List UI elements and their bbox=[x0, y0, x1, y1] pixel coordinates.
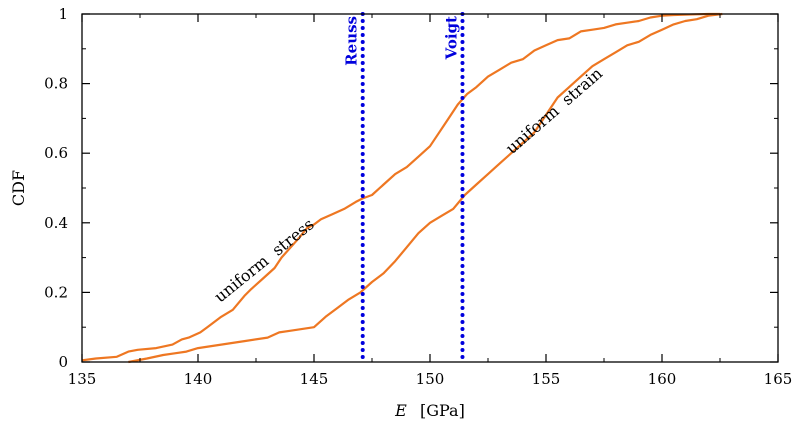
series-layer bbox=[81, 12, 723, 364]
x-tick-label: 165 bbox=[764, 370, 793, 388]
y-tick-label: 0.4 bbox=[44, 214, 68, 232]
x-axis-label: E [GPa] bbox=[394, 401, 465, 420]
plot-frame bbox=[81, 13, 779, 363]
y-tick-label: 0.2 bbox=[44, 283, 68, 301]
reuss-bound-label: Reuss bbox=[343, 16, 361, 66]
y-tick-label: 1 bbox=[58, 5, 68, 23]
annotation-layer: uniform stress uniform strain bbox=[211, 64, 607, 307]
vline-layer: Reuss Voigt bbox=[343, 12, 465, 364]
x-tick-label: 150 bbox=[416, 370, 445, 388]
cdf-series-1 bbox=[81, 12, 720, 362]
curve-annotation-1: uniform stress bbox=[211, 214, 318, 306]
y-tick-label: 0.6 bbox=[44, 144, 68, 162]
x-tick-label: 160 bbox=[648, 370, 677, 388]
x-tick-label: 140 bbox=[184, 370, 213, 388]
x-tick-label: 145 bbox=[300, 370, 329, 388]
y-tick-label: 0.8 bbox=[44, 75, 68, 93]
cdf-series-2 bbox=[128, 12, 723, 364]
y-tick-label: 0 bbox=[58, 353, 68, 371]
curve-annotation-2: uniform strain bbox=[502, 64, 606, 158]
voigt-bound-label: Voigt bbox=[442, 16, 460, 60]
y-axis-label: CDF bbox=[9, 170, 28, 206]
x-tick-label: 135 bbox=[68, 370, 97, 388]
x-tick-label: 155 bbox=[532, 370, 561, 388]
x-axis-unit: [GPa] bbox=[420, 401, 465, 420]
x-axis-variable: E bbox=[394, 401, 407, 420]
tick-layer: 135 140 145 150 155 160 165 0 0.2 0.4 0.6 0.8 1 bbox=[44, 5, 792, 388]
